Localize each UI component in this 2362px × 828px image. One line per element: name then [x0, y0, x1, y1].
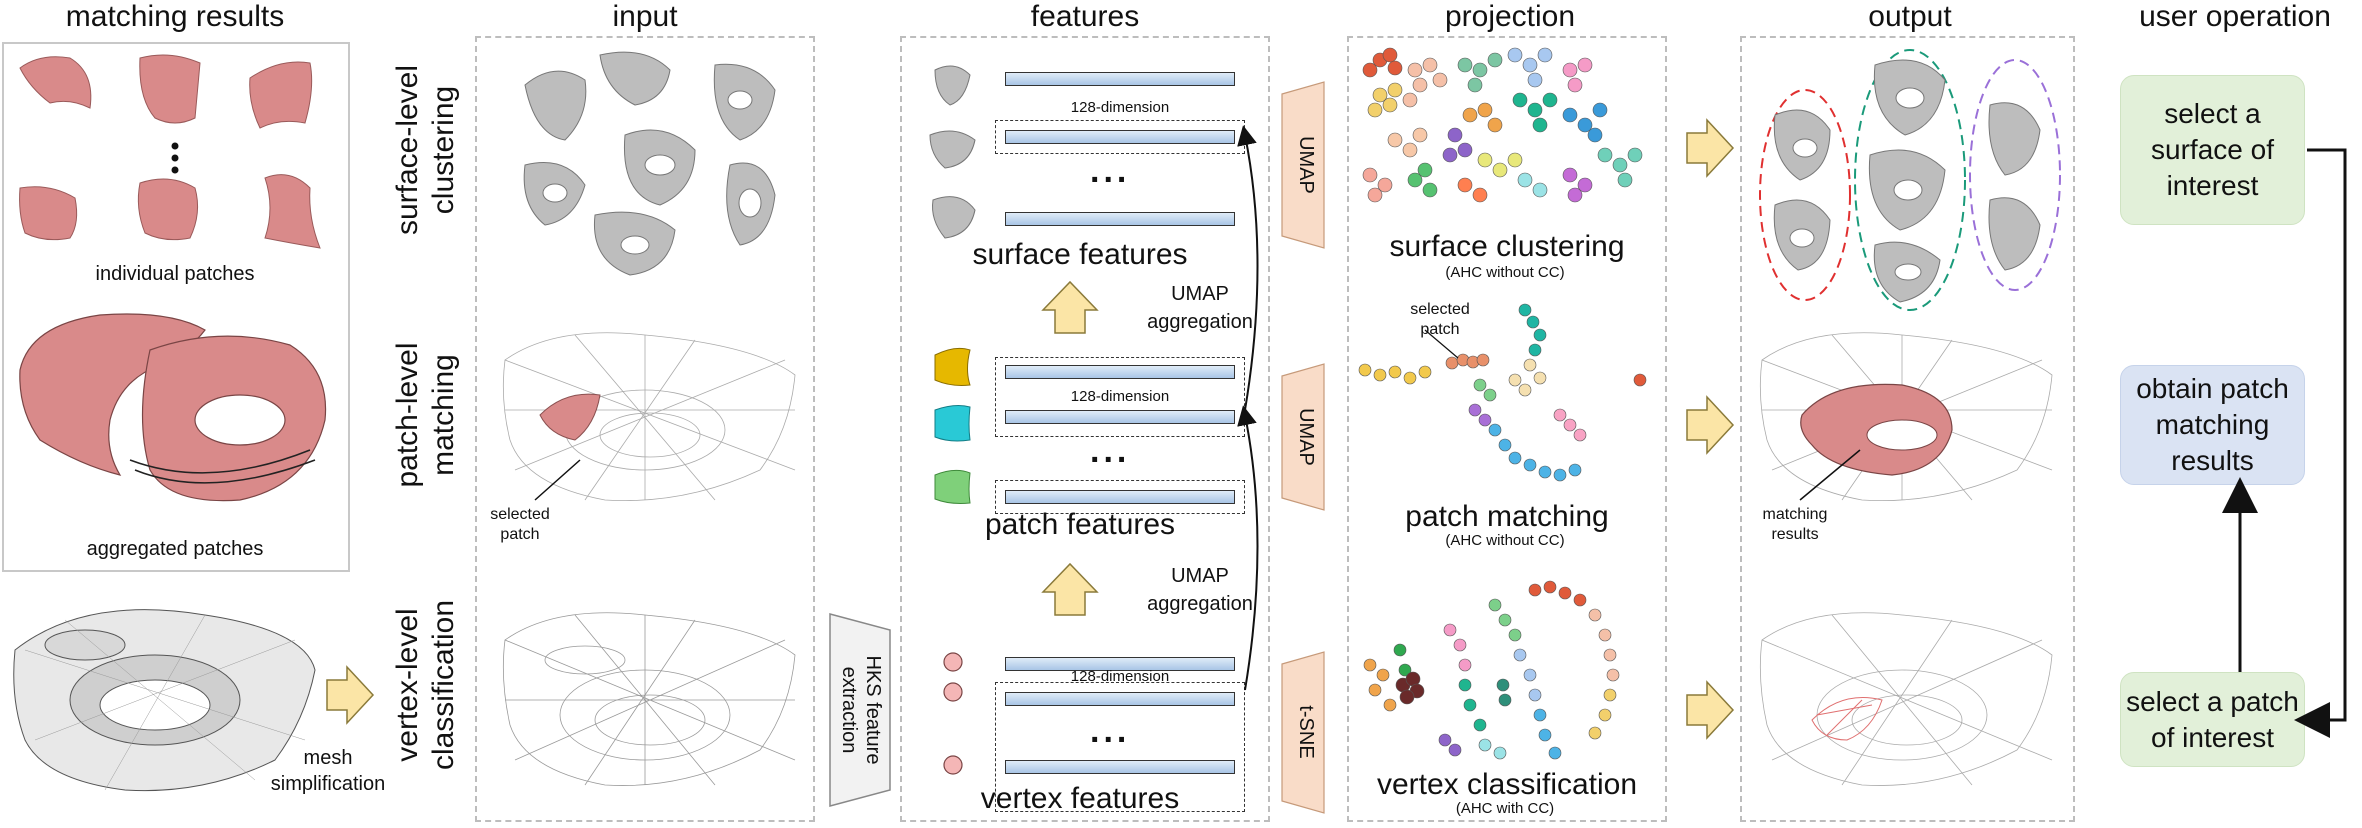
vertex-classification-scatter	[1363, 580, 1620, 760]
col-title-features: features	[1030, 0, 1140, 33]
projection-selected-patch-label: selected patch	[1410, 301, 1470, 338]
vertex-output-arrow	[1686, 680, 1735, 740]
row-label-patch: patch-level matching	[391, 342, 460, 488]
vertex-classification-title: vertex classification	[1376, 768, 1638, 801]
patch-feature-ellipsis: ...	[1090, 432, 1131, 470]
umap-surface-label: UMAP	[1295, 136, 1317, 194]
patch-features-label: patch features	[984, 508, 1176, 541]
patch-dim-label: 128-dimension	[1070, 388, 1170, 405]
output-surface-clusters	[1759, 49, 2061, 311]
col-title-matching-results: matching results	[65, 0, 285, 33]
vertex-feature-ellipsis: ...	[1090, 712, 1131, 750]
op-obtain-patch-matching: obtain patch matching results	[2120, 365, 2305, 485]
surface-feature-bar-3	[1005, 212, 1235, 226]
op-select-patch[interactable]: select a patch of interest	[2120, 672, 2305, 767]
aggregated-patches-label: aggregated patches	[86, 538, 264, 560]
vertex-feature-icons	[943, 652, 963, 775]
input-selected-patch-label: selected patch	[490, 506, 550, 543]
output-matching-results-label: matching results	[1762, 506, 1828, 543]
individual-patches-figure	[19, 54, 321, 249]
output-patch-matching-mesh	[1759, 332, 2053, 501]
input-surface-meshes	[523, 51, 776, 276]
input-selected-patch-pointer	[534, 459, 581, 501]
vertex-selected-feature-box	[995, 682, 1245, 812]
tsne-vertex-label: t-SNE	[1295, 705, 1317, 759]
matching-results-panel	[2, 42, 350, 572]
patch-umap-aggregation-label: UMAP aggregation	[1147, 565, 1253, 615]
aggregated-patches-figure	[19, 313, 327, 502]
surface-aggregation-arrow	[1041, 280, 1099, 334]
hks-feature-extraction-label: HKS feature extraction	[838, 655, 884, 765]
surface-feature-bar-2	[1005, 130, 1235, 144]
patch-feature-bar-2	[1005, 410, 1235, 424]
surface-clustering-subtitle: (AHC without CC)	[1445, 264, 1565, 281]
col-title-input: input	[612, 0, 678, 33]
features-panel	[900, 36, 1270, 822]
vertex-dim-label: 128-dimension	[1070, 668, 1170, 685]
patch-matching-title: patch matching	[1405, 500, 1609, 533]
input-panel	[475, 36, 815, 822]
output-vertex-classification-mesh	[1759, 612, 2053, 786]
patch-matching-subtitle: (AHC without CC)	[1445, 532, 1565, 549]
aggregation-curves	[1237, 125, 1259, 691]
surface-dim-label: 128-dimension	[1070, 99, 1170, 116]
surface-feature-ellipsis: ...	[1090, 152, 1131, 190]
patch-output-arrow	[1686, 395, 1735, 455]
hks-feature-extraction-box	[829, 613, 891, 807]
col-title-output: output	[1868, 0, 1952, 33]
vertex-feature-bar-3	[1005, 760, 1235, 774]
projection-panel	[1347, 36, 1667, 822]
col-title-projection: projection	[1444, 0, 1576, 33]
surface-features-label: surface features	[972, 238, 1188, 271]
patch-feature-icons	[934, 347, 971, 504]
surface-feature-bar-1	[1005, 72, 1235, 86]
input-vertex-mesh	[502, 612, 796, 786]
umap-surface-trapezoid	[1281, 81, 1325, 249]
umap-patch-label: UMAP	[1295, 408, 1317, 466]
patch-aggregation-arrow	[1041, 562, 1099, 616]
patch-matching-scatter	[1358, 303, 1647, 482]
col-title-user-operation: user operation	[2139, 0, 2331, 33]
surface-clustering-scatter	[1362, 47, 1643, 203]
op-select-surface[interactable]: select a surface of interest	[2120, 75, 2305, 225]
individual-patches-label: individual patches	[95, 263, 255, 285]
original-mesh-figure	[13, 609, 316, 792]
surface-output-arrow	[1686, 118, 1735, 178]
vertex-feature-bar-1	[1005, 657, 1235, 671]
vertex-feature-bar-2	[1005, 692, 1235, 706]
surface-umap-aggregation-label: UMAP aggregation	[1147, 283, 1253, 333]
umap-patch-trapezoid	[1281, 363, 1325, 511]
tsne-vertex-trapezoid	[1281, 651, 1325, 814]
patch-feature-bar-3	[1005, 490, 1235, 504]
patch-selected-feature-box	[995, 357, 1245, 437]
vertex-features-label: vertex features	[980, 782, 1180, 815]
input-patch-mesh	[502, 332, 796, 501]
mesh-simplification-label: mesh simplification	[270, 747, 386, 795]
vertex-classification-subtitle: (AHC with CC)	[1455, 800, 1555, 817]
row-label-vertex: vertex-level classification	[391, 599, 460, 771]
surface-feature-icons	[929, 65, 976, 239]
row-label-surface: surface-level clustering	[391, 64, 460, 236]
patch-feature-bar-1	[1005, 365, 1235, 379]
output-matching-results-pointer	[1799, 449, 1861, 501]
mesh-simplification-arrow	[326, 665, 375, 725]
patch-bottom-feature-box	[995, 480, 1245, 514]
output-panel	[1740, 36, 2075, 822]
surface-clustering-title: surface clustering	[1389, 230, 1625, 263]
user-operation-flow-arrows	[2222, 148, 2347, 738]
